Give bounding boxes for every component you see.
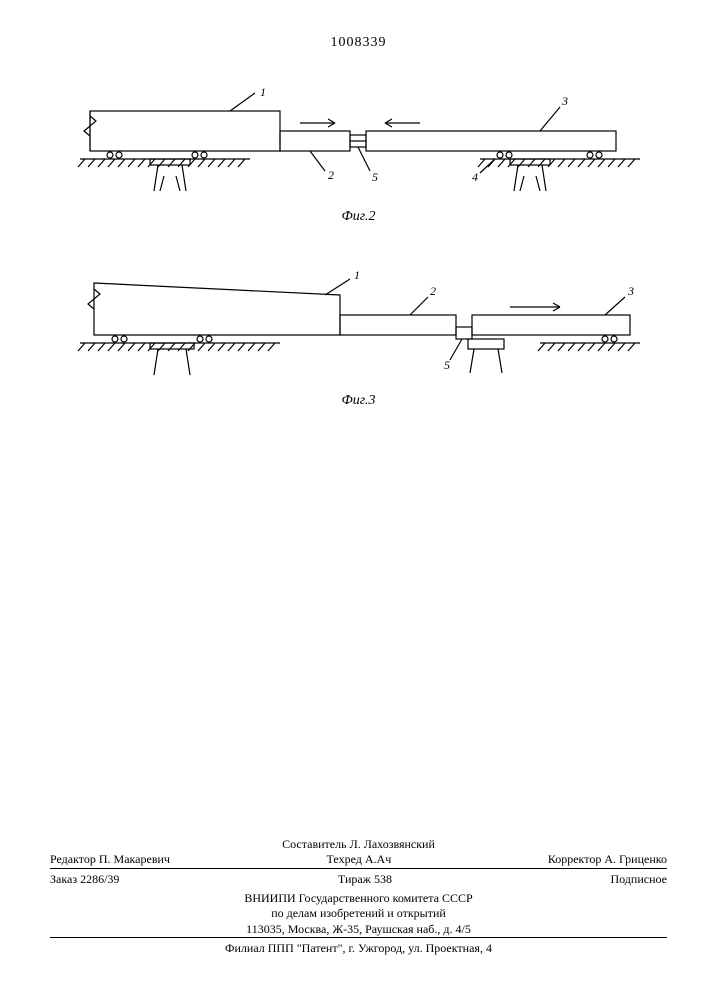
slab-3 <box>366 131 616 151</box>
figure-3-caption: Фиг.3 <box>50 393 667 409</box>
block-1 <box>88 283 340 335</box>
fig3-label-2: 2 <box>430 284 436 298</box>
fig3-label-1: 1 <box>354 268 360 282</box>
fig3-label-3: 3 <box>627 284 634 298</box>
ground-hatch-left <box>78 343 280 351</box>
pier-left <box>150 159 190 191</box>
figure-2-caption: Фиг.2 <box>50 209 667 225</box>
joint-5 <box>350 135 366 147</box>
arrow-right <box>510 303 560 311</box>
slab-3 <box>472 315 630 335</box>
pier-right <box>510 159 550 191</box>
figure-3: 1 2 3 5 Фиг.3 <box>50 265 667 409</box>
arrow-left-to-right <box>300 119 335 127</box>
order-line: Заказ 2286/39 Тираж 538 Подписное <box>50 868 667 891</box>
block-1 <box>84 111 280 151</box>
institute-line-2: по делам изобретений и открытий <box>50 906 667 922</box>
fig2-label-2: 2 <box>328 168 334 182</box>
rollers <box>112 336 617 342</box>
joint-5 <box>456 327 472 339</box>
ground-hatch-left <box>78 159 250 167</box>
fig2-label-5: 5 <box>372 170 378 184</box>
figure-3-svg: 1 2 3 5 <box>50 265 650 385</box>
institute-line-1: ВНИИПИ Государственного комитета СССР <box>50 891 667 907</box>
pier-left <box>150 343 194 375</box>
arrow-right-to-left <box>385 119 420 127</box>
ground-hatch-right <box>538 343 640 351</box>
pier-right <box>468 339 504 373</box>
institute-line-3: 113035, Москва, Ж-35, Раушская наб., д. … <box>50 922 667 938</box>
figure-2-svg: 1 2 3 4 5 <box>50 81 650 201</box>
rollers <box>107 152 602 158</box>
ground-hatch-right <box>478 159 640 167</box>
slab-2 <box>340 315 456 335</box>
fig3-label-5: 5 <box>444 358 450 372</box>
staff-line: Редактор П. Макаревич Техред А.Ач Коррек… <box>50 852 667 868</box>
slab-2 <box>280 131 350 151</box>
figure-2: 1 2 3 4 5 Фиг.2 <box>50 81 667 225</box>
fig2-label-1: 1 <box>260 85 266 99</box>
document-number: 1008339 <box>50 35 667 51</box>
footer-block: Составитель Л. Лахозвянский Редактор П. … <box>50 837 667 960</box>
branch-line: Филиал ППП "Патент", г. Ужгород, ул. Про… <box>50 937 667 960</box>
fig2-label-3: 3 <box>561 94 568 108</box>
fig2-label-4: 4 <box>472 170 478 184</box>
compiler-line: Составитель Л. Лахозвянский <box>50 837 667 853</box>
